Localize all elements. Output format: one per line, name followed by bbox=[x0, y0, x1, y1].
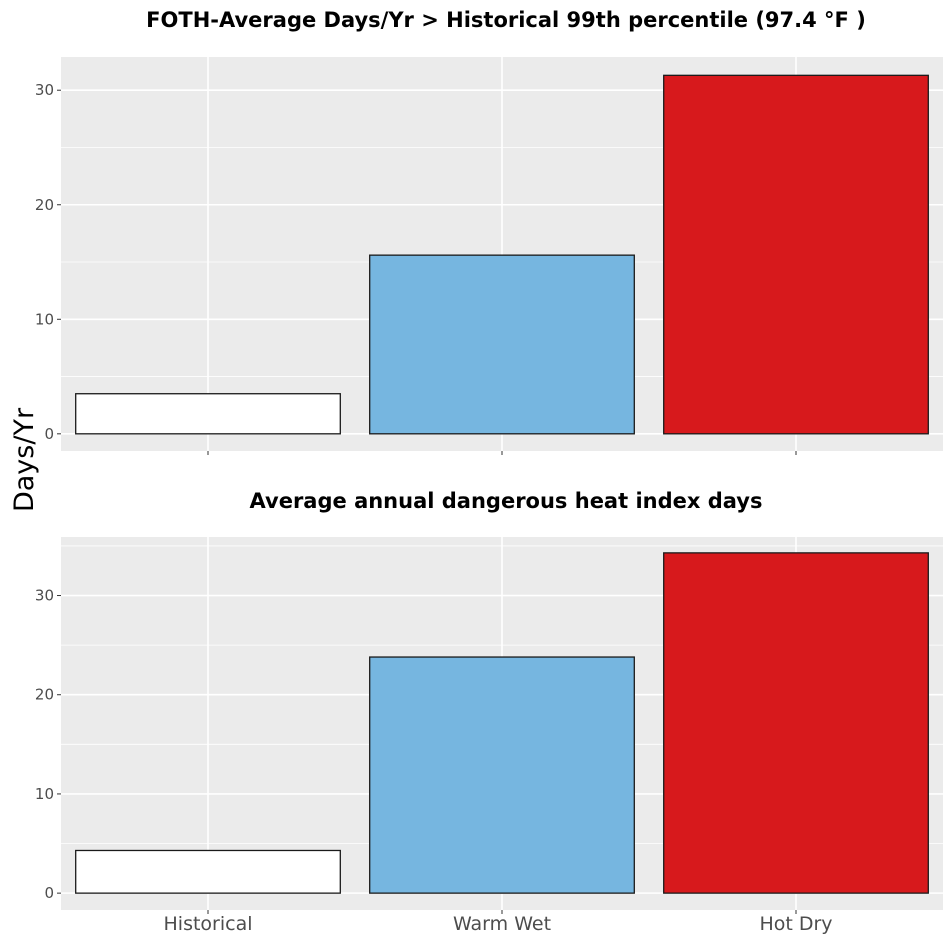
bottom-x-tick-label: Hot Dry bbox=[759, 913, 832, 935]
bottom-bar-hot-dry bbox=[663, 552, 929, 894]
top-y-tick-label: 30 bbox=[35, 81, 54, 99]
bottom-bar-historical bbox=[75, 849, 341, 894]
bottom-y-tick-label: 30 bbox=[35, 587, 54, 605]
top-y-tick-label: 10 bbox=[35, 310, 54, 328]
y-axis-label: Days/Yr bbox=[9, 407, 40, 512]
chart-panel-bottom: 0 10 20 30 Historical Warm Wet Hot Dry Average … bbox=[35, 489, 943, 935]
chart-panel-top: 0 10 20 30 FOTH-Average Days/Yr > Historical… bbox=[35, 8, 943, 455]
bottom-bar-warm-wet bbox=[369, 656, 635, 894]
bottom-x-tick-label: Warm Wet bbox=[453, 913, 551, 935]
bottom-y-tick-label: 0 bbox=[44, 884, 54, 902]
bottom-y-tick-label: 20 bbox=[35, 686, 54, 704]
bottom-chart-title: Average annual dangerous heat index days bbox=[250, 489, 763, 513]
top-bar-warm-wet bbox=[369, 254, 635, 435]
top-bar-historical bbox=[75, 393, 341, 435]
top-y-tick-label: 0 bbox=[44, 425, 54, 443]
bottom-x-tick-label: Historical bbox=[164, 913, 253, 935]
top-chart-title: FOTH-Average Days/Yr > Historical 99th p… bbox=[146, 8, 866, 32]
top-y-tick-label: 20 bbox=[35, 196, 54, 214]
top-bar-hot-dry bbox=[663, 74, 929, 435]
bottom-y-tick-label: 10 bbox=[35, 785, 54, 803]
